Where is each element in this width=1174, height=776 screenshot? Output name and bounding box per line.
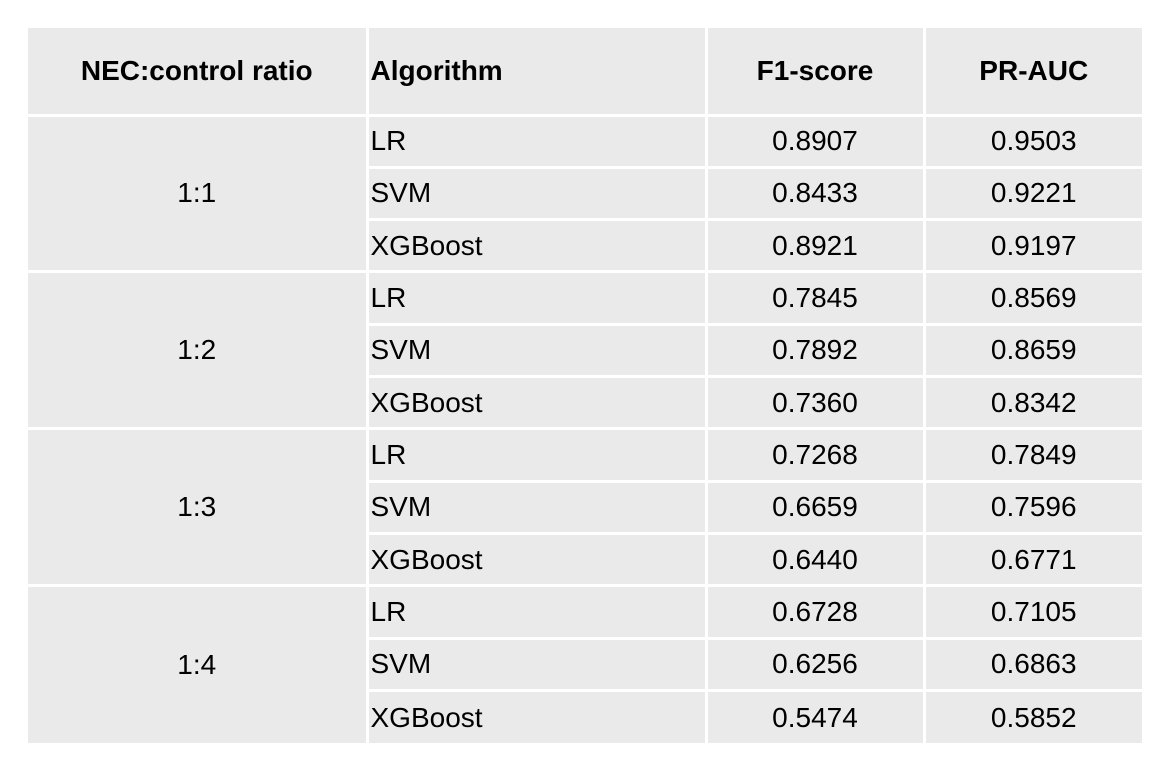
pr-auc-cell: 0.8659 xyxy=(922,322,1142,379)
algorithm-cell: SVM xyxy=(367,322,708,379)
algorithm-cell: XGBoost xyxy=(367,689,708,743)
table-row: XGBoost 0.8921 0.9197 xyxy=(28,218,1142,274)
pr-auc-cell: 0.9197 xyxy=(922,218,1142,274)
table-row: 1:1 LR 0.8907 0.9503 xyxy=(28,113,1142,272)
f1-score-cell: 0.6256 xyxy=(704,636,926,693)
header-ratio: NEC:control ratio xyxy=(28,28,369,117)
ratio-cell: 1:2 xyxy=(28,270,369,429)
table-row: 1:3 LR 0.7268 0.7849 xyxy=(28,427,1142,586)
pr-auc-cell: 0.8569 xyxy=(922,270,1142,326)
pr-auc-cell: 0.7105 xyxy=(922,584,1142,640)
table-row: SVM 0.6659 0.7596 xyxy=(28,479,1142,536)
table-row: SVM 0.6256 0.6863 xyxy=(28,636,1142,693)
algorithm-cell: LR xyxy=(365,427,708,483)
f1-score-cell: 0.8921 xyxy=(704,218,926,274)
table-row: XGBoost 0.7360 0.8342 xyxy=(28,375,1142,431)
algorithm-cell: SVM xyxy=(367,165,708,222)
ratio-cell: 1:1 xyxy=(28,113,369,272)
results-table: NEC:control ratio Algorithm F1-score PR-… xyxy=(28,28,1142,743)
algorithm-cell: XGBoost xyxy=(367,532,708,588)
f1-score-cell: 0.5474 xyxy=(704,689,926,743)
f1-score-cell: 0.8907 xyxy=(704,113,926,169)
pr-auc-cell: 0.9503 xyxy=(922,113,1142,169)
header-pr-auc: PR-AUC xyxy=(922,28,1142,117)
pr-auc-cell: 0.8342 xyxy=(922,375,1142,431)
f1-score-cell: 0.7360 xyxy=(704,375,926,431)
table-row: SVM 0.7892 0.8659 xyxy=(28,322,1142,379)
results-table-container: NEC:control ratio Algorithm F1-score PR-… xyxy=(28,28,1142,743)
f1-score-cell: 0.6440 xyxy=(704,532,926,588)
f1-score-cell: 0.8433 xyxy=(704,165,926,222)
header-algorithm: Algorithm xyxy=(365,28,708,117)
pr-auc-cell: 0.7849 xyxy=(922,427,1142,483)
pr-auc-cell: 0.7596 xyxy=(922,479,1142,536)
table-row: XGBoost 0.6440 0.6771 xyxy=(28,532,1142,588)
f1-score-cell: 0.6659 xyxy=(704,479,926,536)
f1-score-cell: 0.7268 xyxy=(704,427,926,483)
f1-score-cell: 0.6728 xyxy=(704,584,926,640)
pr-auc-cell: 0.6863 xyxy=(922,636,1142,693)
table-row: 1:4 LR 0.6728 0.7105 xyxy=(28,584,1142,743)
ratio-cell: 1:4 xyxy=(28,584,369,743)
algorithm-cell: LR xyxy=(365,584,708,640)
algorithm-cell: LR xyxy=(365,113,708,169)
table-row: SVM 0.8433 0.9221 xyxy=(28,165,1142,222)
algorithm-cell: SVM xyxy=(367,636,708,693)
ratio-cell: 1:3 xyxy=(28,427,369,586)
table-row: 1:2 LR 0.7845 0.8569 xyxy=(28,270,1142,429)
algorithm-cell: SVM xyxy=(367,479,708,536)
pr-auc-cell: 0.6771 xyxy=(922,532,1142,588)
algorithm-cell: LR xyxy=(365,270,708,326)
table-row: XGBoost 0.5474 0.5852 xyxy=(28,689,1142,743)
f1-score-cell: 0.7892 xyxy=(704,322,926,379)
algorithm-cell: XGBoost xyxy=(367,218,708,274)
header-f1-score: F1-score xyxy=(704,28,926,117)
algorithm-cell: XGBoost xyxy=(367,375,708,431)
header-row: NEC:control ratio Algorithm F1-score PR-… xyxy=(28,28,1142,117)
pr-auc-cell: 0.9221 xyxy=(922,165,1142,222)
pr-auc-cell: 0.5852 xyxy=(922,689,1142,743)
f1-score-cell: 0.7845 xyxy=(704,270,926,326)
